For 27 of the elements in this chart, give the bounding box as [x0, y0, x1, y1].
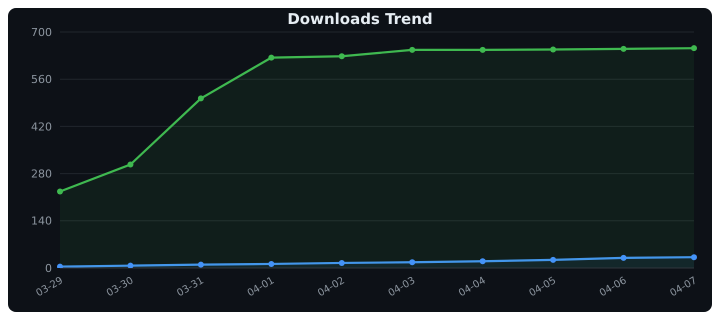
point: [338, 53, 345, 60]
point: [127, 161, 134, 168]
y-tick-label: 420: [31, 120, 52, 134]
point: [480, 258, 486, 264]
y-tick-label: 280: [31, 168, 52, 181]
y-tick-label: 0: [45, 262, 52, 275]
point: [198, 95, 204, 102]
point: [620, 254, 627, 261]
point: [268, 54, 274, 61]
point: [409, 259, 416, 266]
point: [338, 260, 345, 266]
point: [57, 188, 63, 194]
chart-title: Downloads Trend: [287, 10, 433, 28]
point: [691, 45, 697, 52]
point: [198, 262, 204, 268]
point: [57, 264, 63, 268]
point: [409, 46, 416, 53]
point: [620, 46, 627, 52]
point: [550, 256, 556, 263]
point: [691, 254, 697, 260]
point: [480, 46, 486, 53]
point: [268, 260, 274, 267]
y-tick-label: 140: [31, 214, 52, 228]
y-tick-label: 560: [31, 73, 52, 86]
y-tick-label: 700: [31, 26, 52, 39]
point: [127, 262, 134, 268]
point: [550, 46, 556, 53]
